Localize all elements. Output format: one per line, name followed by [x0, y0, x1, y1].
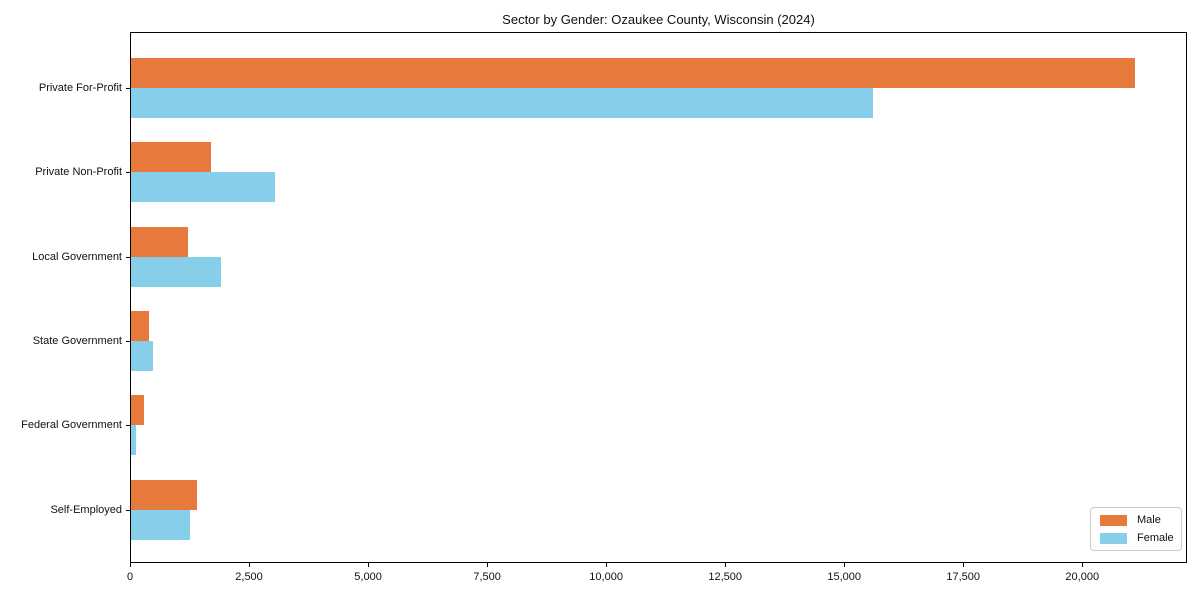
female-color-swatch	[1100, 532, 1127, 544]
legend-item-male: Male	[1100, 514, 1172, 526]
x-tick-label-20000: 20,000	[1065, 571, 1100, 583]
y-tick-federal-government	[126, 425, 130, 426]
x-tick-label-5000: 5,000	[354, 571, 382, 583]
x-tick-label-15000: 15,000	[827, 571, 862, 583]
x-tick-7500	[487, 563, 488, 567]
bar-female-state-government	[131, 340, 153, 371]
x-tick-label-0: 0	[126, 571, 134, 583]
bar-female-federal-government	[131, 425, 136, 456]
x-tick-label-10000: 10,000	[589, 571, 623, 583]
x-tick-label-17500: 17,500	[946, 571, 981, 583]
x-tick-12500	[725, 563, 726, 567]
category-label-private-for-profit: Private For-Profit	[38, 82, 122, 94]
male-color-swatch	[1100, 514, 1127, 526]
x-tick-label-2500: 2,500	[235, 571, 263, 583]
bar-male-private-for-profit	[131, 58, 1135, 88]
x-tick-2500	[249, 563, 250, 567]
legend-label-male: Male	[1137, 514, 1161, 526]
y-tick-private-non-profit	[126, 172, 130, 173]
x-tick-0	[130, 563, 131, 567]
y-tick-private-for-profit	[126, 88, 130, 89]
x-tick-label-12500: 12,500	[708, 571, 742, 583]
bar-female-private-for-profit	[131, 88, 873, 118]
category-label-local-government: Local Government	[32, 250, 122, 263]
category-label-self-employed: Self-Employed	[50, 503, 122, 516]
x-tick-5000	[368, 563, 369, 567]
x-tick-17500	[963, 563, 964, 567]
legend: Male Female	[1090, 507, 1182, 551]
y-tick-self-employed	[126, 510, 130, 511]
x-tick-15000	[844, 563, 845, 567]
chart-title: Sector by Gender: Ozaukee County, Wiscon…	[502, 12, 815, 27]
bar-male-local-government	[131, 226, 188, 257]
x-tick-label-7500: 7,500	[473, 571, 501, 583]
category-label-federal-government: Federal Government	[21, 419, 122, 432]
y-tick-state-government	[126, 341, 130, 342]
bar-male-self-employed	[131, 479, 197, 510]
x-tick-20000	[1082, 563, 1083, 567]
legend-label-female: Female	[1137, 532, 1174, 544]
bar-male-federal-government	[131, 395, 144, 426]
plot-area	[130, 32, 1187, 563]
category-label-private-non-profit: Private Non-Profit	[35, 166, 122, 179]
bar-female-self-employed	[131, 509, 190, 540]
bar-male-state-government	[131, 310, 149, 341]
legend-item-female: Female	[1100, 532, 1174, 544]
category-label-state-government: State Government	[32, 334, 122, 347]
y-tick-local-government	[126, 257, 130, 258]
x-tick-10000	[606, 563, 607, 567]
bar-male-private-non-profit	[131, 142, 211, 173]
bar-female-local-government	[131, 256, 221, 287]
bar-female-private-non-profit	[131, 172, 275, 203]
